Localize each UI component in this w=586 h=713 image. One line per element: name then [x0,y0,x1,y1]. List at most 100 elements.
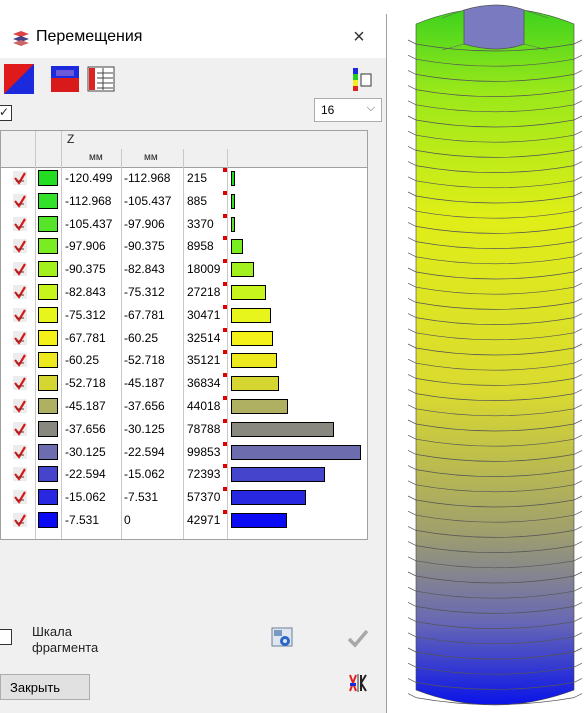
marker [223,168,227,172]
element-count: 57370 [187,490,221,505]
color-swatch[interactable] [38,375,58,392]
mirror-scale-icon[interactable] [344,669,372,697]
table-row: -52.718 -45.187 36834 [1,372,367,394]
row-visibility-checkbox[interactable] [13,193,27,208]
color-swatch[interactable] [38,352,58,369]
dialog-title: Перемещения [36,28,143,45]
intervals-select[interactable]: 16 ⌵ [314,98,382,122]
range-to: -112.968 [124,171,171,185]
row-visibility-checkbox[interactable] [13,353,27,368]
element-count: 32514 [187,330,221,345]
color-swatch[interactable] [38,192,58,209]
marker [223,236,227,241]
color-swatch[interactable] [38,238,58,255]
range-to: -90.375 [124,239,165,254]
color-swatch[interactable] [38,398,58,414]
row-visibility-checkbox[interactable] [13,399,27,413]
histogram-bar [231,421,334,437]
range-to: -82.843 [124,262,165,277]
color-swatch[interactable] [38,489,58,506]
unit-from: мм [89,152,103,163]
marker [223,190,227,195]
range-to: -52.718 [124,353,165,368]
table-row: -15.062 -7.531 57370 [1,486,367,508]
range-to: -22.594 [124,444,165,459]
table-row: -67.781 -60.25 32514 [1,327,367,349]
histogram-bar [231,262,254,278]
close-button-label: Закрыть [10,680,61,695]
table-row: -112.968 -105.437 885 [1,190,367,212]
table-header: Z [1,131,367,150]
table-row: -97.906 -90.375 8958 [1,235,367,257]
histogram-bar [231,444,361,460]
color-swatch[interactable] [38,306,58,323]
color-swatch[interactable] [38,443,58,460]
apply-check-icon[interactable] [344,624,372,652]
close-button[interactable]: Закрыть [0,674,90,700]
table-row: -22.594 -15.062 72393 [1,463,367,485]
intervals-value: 16 [321,103,335,117]
marker [223,373,227,378]
histogram-bar [231,285,266,300]
color-swatch[interactable] [38,420,58,437]
row-visibility-checkbox[interactable] [13,421,27,436]
row-visibility-checkbox[interactable] [13,216,27,231]
range-from: -60.25 [65,353,100,368]
range-to: 0 [124,513,131,527]
range-from: -75.312 [65,307,106,322]
element-count: 8958 [187,239,214,254]
row-visibility-checkbox[interactable] [13,307,27,322]
element-count: 78788 [187,421,221,436]
range-from: -112.968 [65,193,112,208]
color-scale-gradient-icon[interactable] [50,64,80,94]
color-swatch[interactable] [38,215,58,232]
marker [223,259,227,264]
histogram-bar [231,399,288,414]
element-count: 99853 [187,444,221,459]
marker [223,213,227,218]
settings-icon[interactable] [268,624,296,652]
element-count: 27218 [187,285,221,299]
range-from: -45.187 [65,399,106,413]
show-checkbox[interactable]: ✓ [0,105,12,121]
row-visibility-checkbox[interactable] [13,330,27,345]
table-row: -120.499 -112.968 215 [1,167,367,189]
marker [223,441,227,446]
row-visibility-checkbox[interactable] [13,376,27,391]
row-visibility-checkbox[interactable] [13,490,27,505]
row-visibility-checkbox[interactable] [13,444,27,459]
color-scale-diagonal-icon[interactable] [4,64,34,94]
color-swatch[interactable] [38,284,58,300]
range-to: -67.781 [124,307,165,322]
row-visibility-checkbox[interactable] [13,262,27,277]
range-from: -7.531 [65,513,100,527]
table-grid-icon[interactable] [86,64,116,94]
histogram-bar [231,376,279,392]
marker [223,510,227,514]
building-model-view[interactable] [398,0,586,713]
row-visibility-checkbox[interactable] [13,285,27,299]
table-row: -45.187 -37.656 44018 [1,395,367,417]
element-count: 35121 [187,353,221,368]
row-visibility-checkbox[interactable] [13,513,27,527]
color-swatch[interactable] [38,261,58,278]
range-to: -7.531 [124,490,159,505]
color-swatch[interactable] [38,170,58,186]
color-swatch[interactable] [38,512,58,528]
range-from: -82.843 [65,285,106,299]
close-icon[interactable]: × [353,26,365,48]
color-swatch[interactable] [38,466,58,483]
range-from: -67.781 [65,330,106,345]
table-row: -30.125 -22.594 99853 [1,441,367,463]
row-visibility-checkbox[interactable] [13,239,27,254]
row-visibility-checkbox[interactable] [13,171,27,185]
color-swatch[interactable] [38,329,58,346]
marker [223,350,227,355]
scale-fragment-checkbox[interactable] [0,629,12,645]
histogram-bar [231,513,287,528]
element-count: 36834 [187,376,221,391]
range-to: -60.25 [124,330,159,345]
row-visibility-checkbox[interactable] [13,467,27,482]
legend-columns-icon[interactable] [346,64,376,94]
marker [223,418,227,423]
